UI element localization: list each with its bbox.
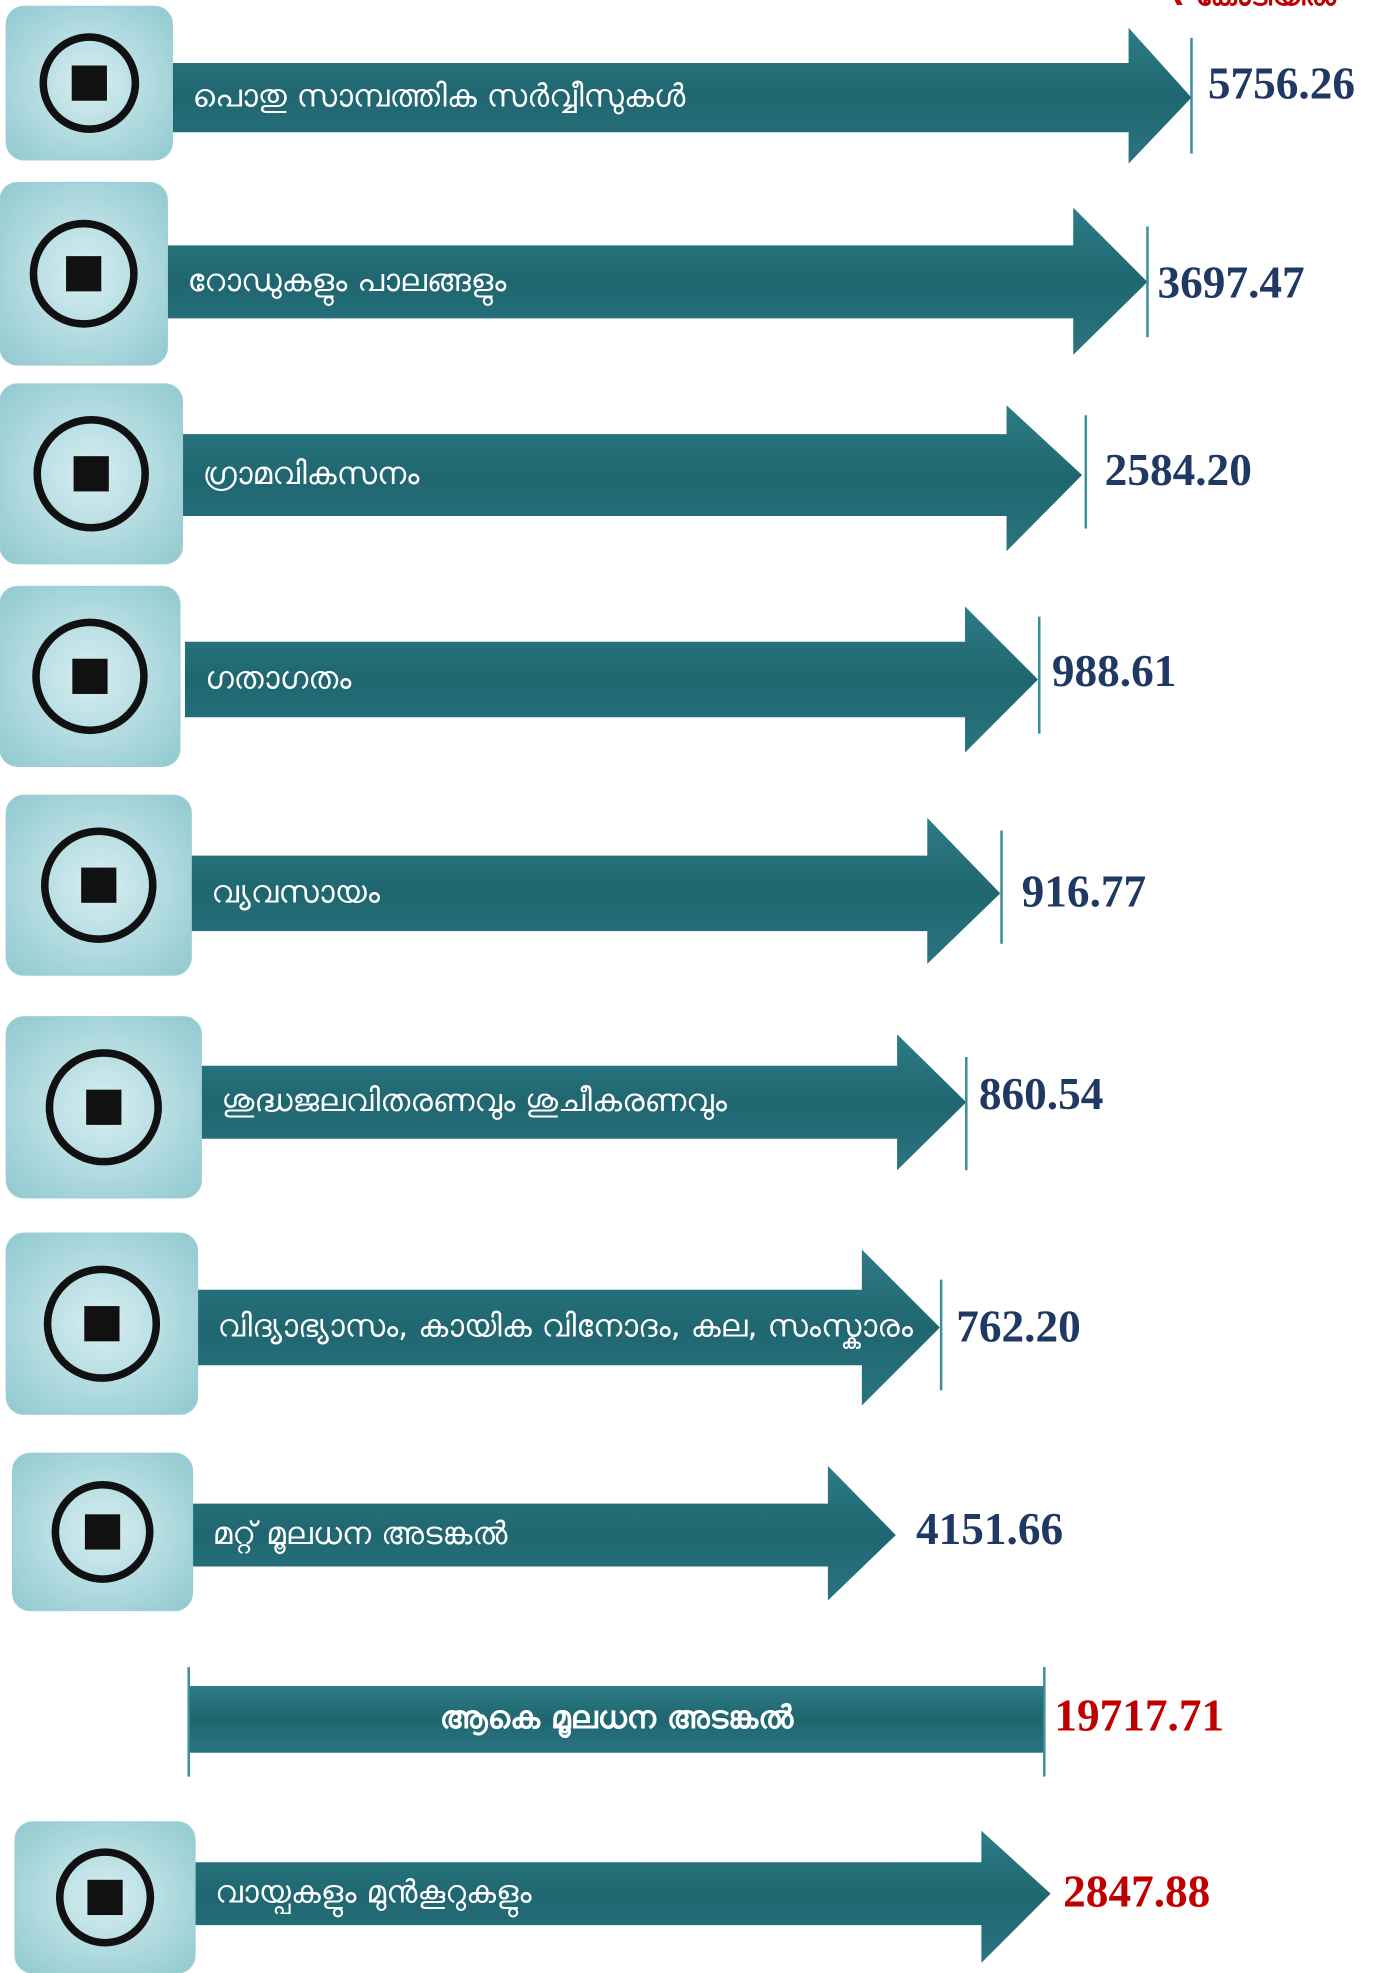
arrow [191, 817, 1001, 964]
item-label: വായ്പകളും മുൻകൂറുകളും [215, 1875, 531, 1917]
item-label: മറ്റ് മൂലധന അടങ്കൽ [213, 1516, 508, 1553]
item-value: 762.20 [956, 1302, 1081, 1352]
arrow [195, 1830, 1051, 1963]
total-bar [188, 1686, 1045, 1753]
icon [86, 1089, 122, 1125]
arrow [197, 1249, 940, 1406]
icon [29, 219, 138, 328]
icon [84, 1514, 121, 1550]
item-label: ഗതാഗതം [205, 661, 351, 697]
item-value: 988.61 [1052, 646, 1177, 696]
icon [71, 65, 107, 101]
icon [81, 867, 117, 903]
item-label: വിദ്യാഭ്യാസം, കായിക വിനോദം, കല, സംസ്കാരം [218, 1308, 913, 1348]
arrow [167, 207, 1148, 355]
item-value: 3697.47 [1158, 257, 1305, 307]
unit-label: ₹ കോടിയിൽ [1167, 0, 1337, 12]
item-value: 2584.20 [1105, 445, 1252, 495]
icon [32, 618, 148, 735]
icon [66, 256, 102, 292]
total-value: 19717.71 [1054, 1690, 1224, 1740]
item-label: റോഡുകളും പാലങ്ങളും [187, 263, 506, 305]
item-value: 5756.26 [1208, 59, 1355, 109]
icon [55, 1848, 155, 1947]
item-value: 916.77 [1022, 866, 1147, 916]
icon [33, 416, 149, 532]
item-label: ശുദ്ധജലവിതരണവും ശുചീകരണവും [221, 1083, 727, 1119]
item-label: പൊതു സാമ്പത്തിക സർവ്വീസുകൾ [193, 79, 686, 115]
icon [73, 456, 109, 492]
item-label: വ്യവസായം [211, 874, 380, 910]
icon [45, 1049, 162, 1166]
arrow [201, 1034, 967, 1171]
item-value: 4151.66 [916, 1504, 1063, 1554]
icon [51, 1480, 154, 1583]
icon [72, 658, 108, 694]
icon [43, 1265, 161, 1382]
arrow [182, 405, 1083, 552]
icon [41, 827, 157, 943]
arrow [192, 1465, 896, 1601]
icon [87, 1879, 123, 1916]
item-label: ഗ്രാമവികസനം [203, 456, 420, 492]
arrow [184, 606, 1038, 753]
total-label: ആകെ മൂലധന അടങ്കൽ [440, 1700, 794, 1738]
icon [84, 1306, 120, 1342]
item-value: 860.54 [979, 1069, 1104, 1119]
arrow [172, 27, 1192, 164]
item-value: 2847.88 [1063, 1867, 1210, 1917]
icon [39, 33, 140, 133]
